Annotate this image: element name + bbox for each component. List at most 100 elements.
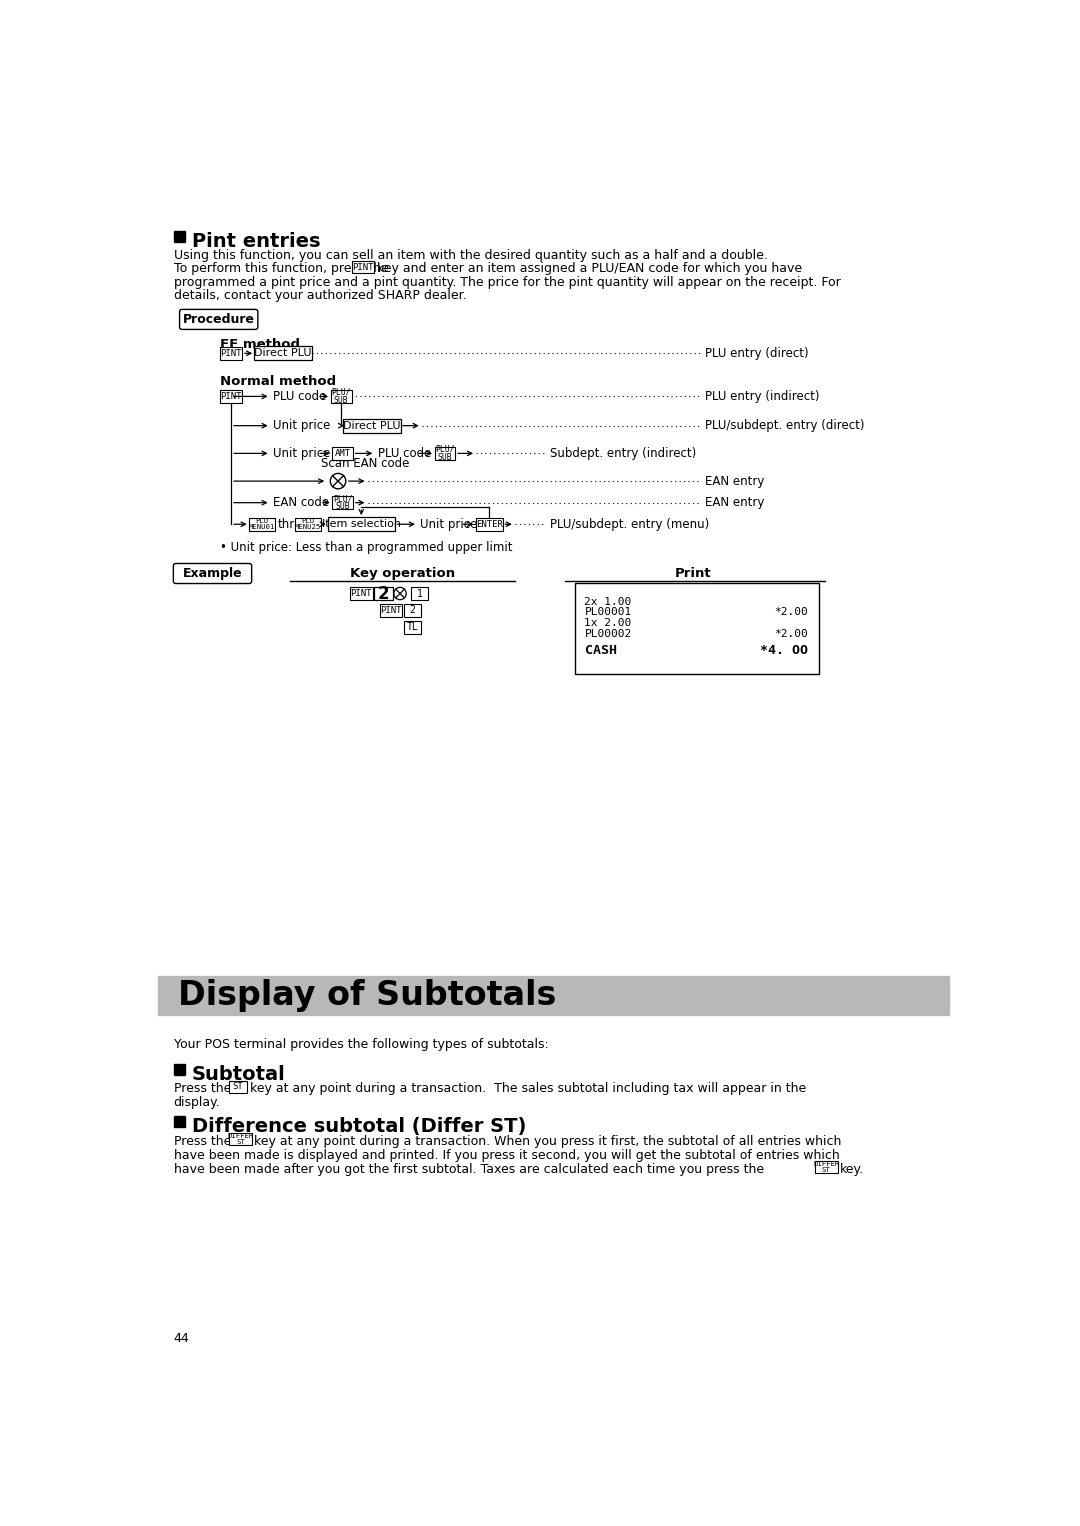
Text: Unit price: Unit price [273, 447, 330, 459]
Text: Scan EAN code: Scan EAN code [321, 458, 409, 470]
Text: 44: 44 [174, 1332, 189, 1344]
Text: ST: ST [232, 1082, 243, 1091]
Text: key.: key. [840, 1163, 864, 1175]
Text: *2.00: *2.00 [774, 607, 808, 618]
Text: have been made is displayed and printed. If you press it second, you will get th: have been made is displayed and printed.… [174, 1149, 839, 1161]
Text: PINT: PINT [220, 349, 242, 357]
Text: Subdept. entry (indirect): Subdept. entry (indirect) [550, 447, 696, 459]
Text: Pint entries: Pint entries [191, 232, 320, 250]
Text: *2.00: *2.00 [774, 629, 808, 639]
FancyBboxPatch shape [404, 621, 420, 633]
Text: *4. OO: *4. OO [759, 644, 808, 658]
Bar [174, 1117, 185, 1128]
FancyBboxPatch shape [333, 496, 353, 510]
Text: PLU/
SUB: PLU/ SUB [333, 494, 352, 511]
Text: PLU code: PLU code [378, 447, 431, 459]
Text: EAN code: EAN code [273, 496, 329, 510]
FancyBboxPatch shape [255, 346, 312, 360]
Text: PINT: PINT [351, 589, 372, 598]
Text: PLU entry (indirect): PLU entry (indirect) [704, 391, 819, 403]
Text: 1: 1 [417, 589, 422, 598]
Text: Print: Print [675, 568, 712, 580]
FancyBboxPatch shape [343, 418, 401, 432]
Text: PLU/
SUB: PLU/ SUB [435, 444, 455, 462]
Text: PLU code: PLU code [273, 391, 326, 403]
Text: have been made after you got the first subtotal. Taxes are calculated each time : have been made after you got the first s… [174, 1163, 764, 1175]
Text: DIFFER
ST: DIFFER ST [227, 1134, 254, 1144]
FancyBboxPatch shape [350, 588, 373, 600]
Text: PLU/subdept. entry (direct): PLU/subdept. entry (direct) [704, 420, 864, 432]
Text: EAN entry: EAN entry [704, 496, 764, 510]
FancyBboxPatch shape [404, 604, 420, 617]
Text: PLU
MENU25: PLU MENU25 [295, 519, 321, 530]
Bar [174, 230, 185, 241]
FancyBboxPatch shape [174, 563, 252, 583]
Text: PINT: PINT [220, 392, 242, 401]
Text: 1x 2.00: 1x 2.00 [584, 618, 632, 629]
Text: Using this function, you can sell an item with the desired quantity such as a ha: Using this function, you can sell an ite… [174, 249, 768, 262]
FancyBboxPatch shape [220, 346, 242, 360]
Text: key at any point during a transaction.  The sales subtotal including tax will ap: key at any point during a transaction. T… [249, 1082, 806, 1096]
FancyBboxPatch shape [352, 261, 374, 273]
Text: Difference subtotal (Differ ST): Difference subtotal (Differ ST) [191, 1117, 526, 1137]
Text: Your POS terminal provides the following types of subtotals:: Your POS terminal provides the following… [174, 1038, 549, 1051]
Text: PL00002: PL00002 [584, 629, 632, 639]
Text: PLU/subdept. entry (menu): PLU/subdept. entry (menu) [550, 517, 708, 531]
Text: Example: Example [183, 568, 242, 580]
FancyBboxPatch shape [330, 389, 352, 403]
Text: PL00001: PL00001 [584, 607, 632, 618]
FancyBboxPatch shape [249, 517, 275, 531]
FancyBboxPatch shape [576, 583, 819, 674]
FancyBboxPatch shape [411, 588, 428, 600]
Text: CASH: CASH [584, 644, 617, 658]
Text: Subtotal: Subtotal [191, 1065, 285, 1083]
FancyBboxPatch shape [434, 447, 456, 459]
Text: details, contact your authorized SHARP dealer.: details, contact your authorized SHARP d… [174, 288, 467, 302]
Text: ENTER: ENTER [475, 520, 502, 528]
Text: thru: thru [278, 517, 302, 531]
FancyBboxPatch shape [220, 389, 242, 403]
FancyBboxPatch shape [229, 1132, 252, 1144]
Text: 2x 1.00: 2x 1.00 [584, 597, 632, 607]
Text: Unit price: Unit price [420, 517, 477, 531]
Bar [174, 1064, 185, 1074]
Text: TL: TL [406, 623, 418, 632]
FancyBboxPatch shape [375, 586, 393, 600]
FancyBboxPatch shape [295, 517, 321, 531]
Text: FF method: FF method [220, 337, 300, 351]
Text: DIFFER
ST: DIFFER ST [813, 1161, 839, 1172]
Text: 2: 2 [378, 584, 390, 603]
Text: • Unit price: Less than a programmed upper limit: • Unit price: Less than a programmed upp… [220, 542, 513, 554]
Text: Procedure: Procedure [183, 313, 255, 327]
Text: PLU
MENU01: PLU MENU01 [249, 519, 275, 530]
Text: 2: 2 [409, 606, 416, 615]
Text: PLU entry (direct): PLU entry (direct) [704, 346, 808, 360]
Text: key at any point during a transaction. When you press it first, the subtotal of : key at any point during a transaction. W… [255, 1135, 841, 1148]
FancyBboxPatch shape [328, 517, 395, 531]
FancyBboxPatch shape [179, 310, 258, 330]
Text: Unit price: Unit price [273, 420, 330, 432]
Text: display.: display. [174, 1096, 220, 1109]
FancyBboxPatch shape [229, 1080, 247, 1093]
FancyBboxPatch shape [815, 1161, 837, 1173]
FancyBboxPatch shape [333, 447, 353, 459]
FancyBboxPatch shape [475, 517, 502, 531]
Text: AMT: AMT [335, 449, 351, 458]
Text: Item selection: Item selection [322, 519, 401, 530]
Text: programmed a pint price and a pint quantity. The price for the pint quantity wil: programmed a pint price and a pint quant… [174, 276, 840, 288]
Text: PINT: PINT [352, 262, 374, 272]
Text: Display of Subtotals: Display of Subtotals [177, 980, 556, 1012]
Bar [159, 977, 948, 1015]
Text: Normal method: Normal method [220, 375, 336, 388]
Text: PLU/
SUB: PLU/ SUB [332, 388, 351, 404]
Text: key and enter an item assigned a PLU/EAN code for which you have: key and enter an item assigned a PLU/EAN… [377, 262, 802, 275]
Text: To perform this function, press the: To perform this function, press the [174, 262, 389, 275]
FancyBboxPatch shape [379, 604, 402, 617]
Text: Press the: Press the [174, 1082, 231, 1096]
Text: Key operation: Key operation [350, 568, 455, 580]
Text: EAN entry: EAN entry [704, 475, 764, 488]
Text: Press the: Press the [174, 1135, 231, 1148]
Text: Direct PLU: Direct PLU [343, 421, 401, 430]
Text: Direct PLU: Direct PLU [254, 348, 312, 359]
Text: PINT: PINT [380, 606, 402, 615]
